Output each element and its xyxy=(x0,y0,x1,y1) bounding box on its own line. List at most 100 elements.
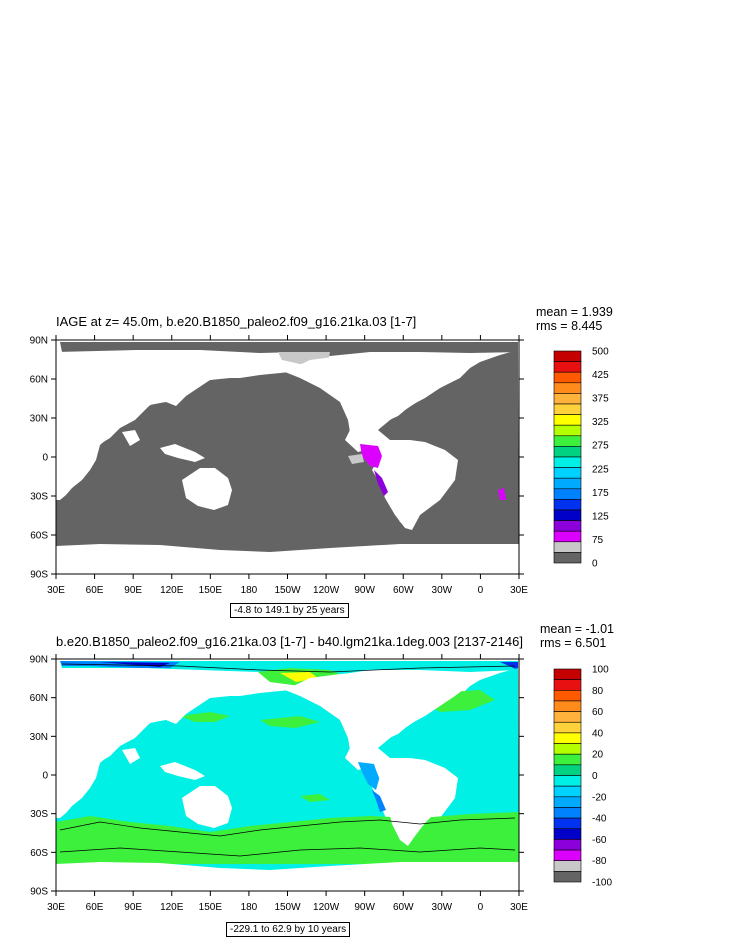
panel1-lat-label: 90S xyxy=(30,570,48,581)
panel1-lon-label: 180 xyxy=(241,585,258,596)
panel1-lon-label: 90E xyxy=(124,585,142,596)
panel2-colorbar: 100 80 60 40 20 0 -20 -40 -60 -80 -100 xyxy=(553,665,612,889)
colorbar-swatch xyxy=(553,743,582,755)
colorbar-label: 80 xyxy=(592,686,604,697)
panel2-lat-label: 30S xyxy=(30,809,48,820)
panel2-lat-label: 0 xyxy=(42,771,48,782)
colorbar-label: -60 xyxy=(592,835,607,846)
colorbar-swatch xyxy=(553,679,582,691)
panel1-lon-label: 0 xyxy=(478,585,484,596)
panel1-lat-label: 30S xyxy=(30,492,48,503)
colorbar-swatch xyxy=(553,541,582,553)
panel1-lat-label: 60N xyxy=(30,375,48,386)
colorbar-swatch xyxy=(553,530,582,543)
panel2-lon-label: 150W xyxy=(274,902,301,913)
colorbar-label: 0 xyxy=(592,559,598,570)
panel2-lon-label: 30E xyxy=(510,902,528,913)
colorbar-swatch xyxy=(553,488,582,500)
colorbar-swatch xyxy=(553,817,582,830)
panel2-lon-label: 90W xyxy=(354,902,375,913)
panel2-lon-label: 120E xyxy=(160,902,184,913)
panel1-range-label: -4.8 to 149.1 by 25 years xyxy=(230,603,349,618)
panel1-lon-label: 60W xyxy=(393,585,414,596)
panel1-lon-label: 30E xyxy=(510,585,528,596)
colorbar-swatch xyxy=(553,785,582,798)
panel1-lon-label: 30W xyxy=(432,585,453,596)
panel1-field xyxy=(56,340,519,574)
panel1-rms: rms = 8.445 xyxy=(536,319,603,333)
panel1-lat-label: 30N xyxy=(30,414,48,425)
colorbar-swatch xyxy=(553,446,582,458)
panel2-lon-label: 120W xyxy=(313,902,340,913)
colorbar-swatch xyxy=(553,403,582,415)
panel2-lon-label: 60E xyxy=(86,902,104,913)
panel2-mean: mean = -1.01 xyxy=(540,622,615,636)
panel2-lon-label: 60W xyxy=(393,902,414,913)
colorbar-swatch xyxy=(553,860,582,872)
colorbar-swatch xyxy=(553,361,582,373)
colorbar-label: -20 xyxy=(592,792,607,803)
colorbar-swatch xyxy=(553,520,582,532)
colorbar-swatch xyxy=(553,775,582,787)
colorbar-label: 175 xyxy=(592,488,609,499)
panel2-lon-label: 150E xyxy=(199,902,223,913)
colorbar-swatch xyxy=(553,839,582,851)
panel2-range-label: -229.1 to 62.9 by 10 years xyxy=(226,922,351,937)
colorbar-label: 60 xyxy=(592,707,604,718)
panel1-lon-label: 120W xyxy=(313,585,340,596)
colorbar-swatch xyxy=(553,700,582,712)
panel1-lon-label: 150W xyxy=(274,585,301,596)
colorbar-label: 375 xyxy=(592,394,609,405)
colorbar-swatch xyxy=(553,764,582,776)
panel2-lon-label: 30E xyxy=(47,902,65,913)
panel2-title: b.e20.B1850_paleo2.f09_g16.21ka.03 [1-7]… xyxy=(56,634,523,649)
colorbar-swatch xyxy=(553,807,582,819)
colorbar-label: 20 xyxy=(592,750,604,761)
colorbar-swatch xyxy=(553,828,582,840)
colorbar-label: 325 xyxy=(592,417,609,428)
colorbar-label: -80 xyxy=(592,856,607,867)
panel1-lon-label: 150E xyxy=(199,585,223,596)
colorbar-swatch xyxy=(553,711,582,723)
panel2-lon-label: 90E xyxy=(124,902,142,913)
panel1-lat-label: 0 xyxy=(42,453,48,464)
colorbar-swatch xyxy=(553,477,582,490)
colorbar-label: 225 xyxy=(592,464,609,475)
colorbar-label: 0 xyxy=(592,771,598,782)
panel1-mean: mean = 1.939 xyxy=(536,305,613,319)
panel2-lat-label: 90N xyxy=(30,655,48,666)
panel2-lat-label: 90S xyxy=(30,887,48,898)
colorbar-label: 100 xyxy=(592,665,609,676)
colorbar-swatch xyxy=(553,456,582,468)
panel1-lat-label: 90N xyxy=(30,336,48,347)
panel1-title: IAGE at z= 45.0m, b.e20.B1850_paleo2.f09… xyxy=(56,314,417,329)
colorbar-swatch xyxy=(553,467,582,479)
panel1-ticks: 90N 60N 30N 0 30S 60S 90S 30E 60E 90E 120E 150E 180 1… xyxy=(30,335,528,596)
colorbar-swatch xyxy=(553,552,582,564)
colorbar-swatch xyxy=(553,499,582,511)
panel1-lat-label: 60S xyxy=(30,531,48,542)
colorbar-swatch xyxy=(553,689,582,702)
colorbar-swatch xyxy=(553,393,582,405)
colorbar-label: -100 xyxy=(592,878,612,889)
panel1-lon-label: 30E xyxy=(47,585,65,596)
colorbar-swatch xyxy=(553,849,582,861)
panel2-lat-label: 60S xyxy=(30,848,48,859)
colorbar-swatch xyxy=(553,424,582,437)
panel2-ticks: 90N 60N 30N 0 30S 60S 90S 30E 60E 90E 120E 150E 180 1… xyxy=(30,654,528,913)
colorbar-swatch xyxy=(553,668,582,680)
panel2-lon-label: 0 xyxy=(478,902,484,913)
panel1-colorbar: 500 425 375 325 275 225 175 125 75 0 xyxy=(553,347,609,570)
colorbar-swatch xyxy=(553,350,582,362)
colorbar-label: 75 xyxy=(592,535,604,546)
panel2-lat-label: 60N xyxy=(30,693,48,704)
colorbar-swatch xyxy=(553,371,582,384)
panel2-lat-label: 30N xyxy=(30,732,48,743)
panel1-lon-label: 90W xyxy=(354,585,375,596)
colorbar-label: 275 xyxy=(592,441,609,452)
panel1-lon-label: 120E xyxy=(160,585,184,596)
panel2-lon-label: 180 xyxy=(241,902,258,913)
panel2-lon-label: 30W xyxy=(432,902,453,913)
panel2-rms: rms = 6.501 xyxy=(540,636,607,650)
colorbar-swatch xyxy=(553,435,582,447)
